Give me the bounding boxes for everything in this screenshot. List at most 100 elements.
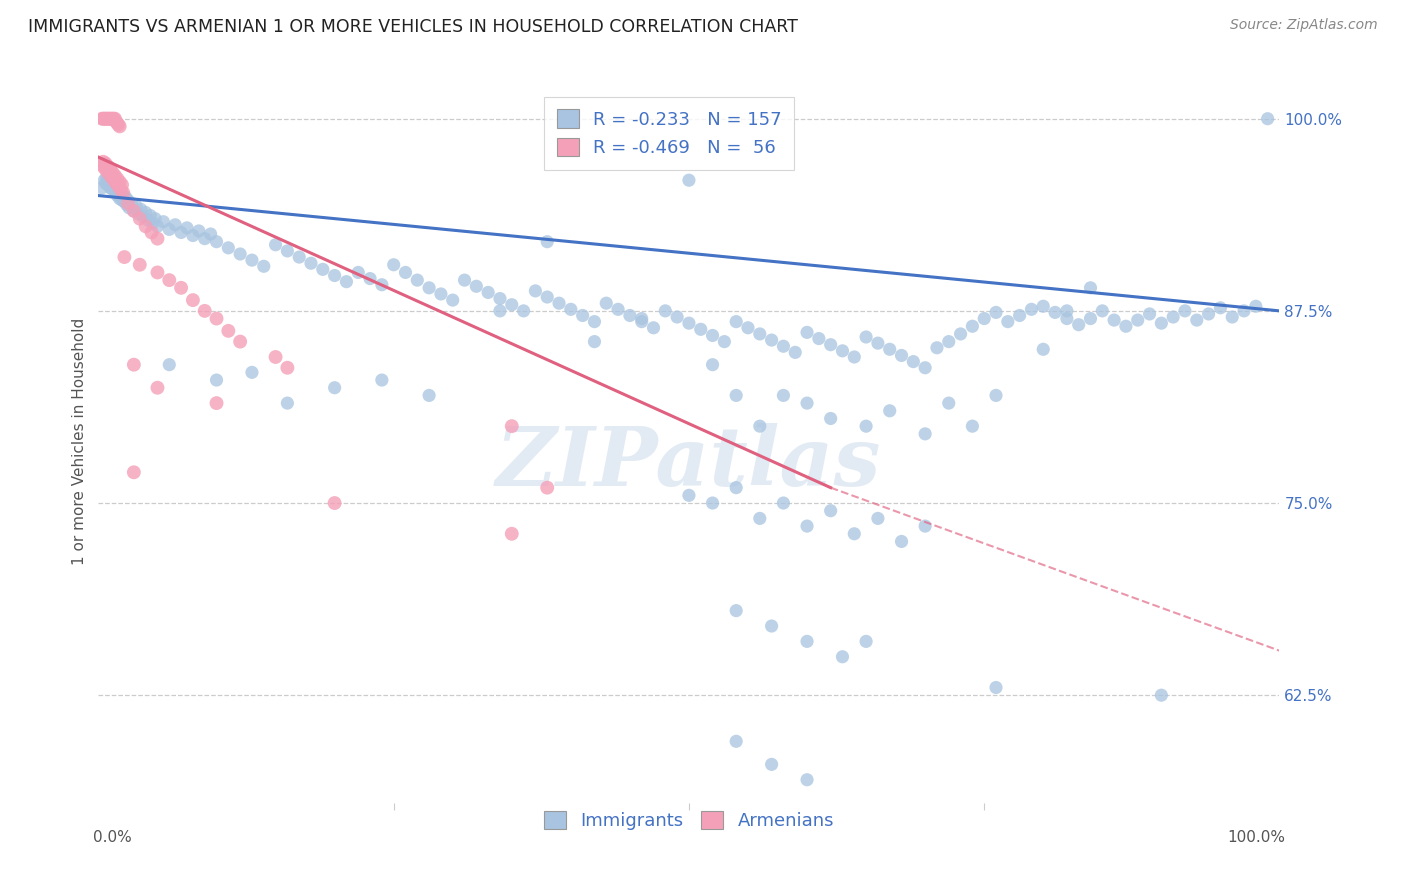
Point: [702, 496, 724, 510]
Point: [1080, 281, 1102, 295]
Point: [489, 292, 512, 306]
Point: [1032, 299, 1054, 313]
Point: [146, 232, 169, 246]
Point: [536, 481, 558, 495]
Point: [430, 287, 453, 301]
Point: [371, 373, 394, 387]
Point: [91, 154, 114, 169]
Point: [713, 334, 735, 349]
Point: [1185, 313, 1208, 327]
Point: [170, 281, 193, 295]
Point: [831, 649, 853, 664]
Point: [101, 112, 124, 126]
Point: [105, 116, 128, 130]
Point: [96, 170, 118, 185]
Point: [93, 112, 115, 126]
Point: [925, 341, 948, 355]
Point: [146, 219, 169, 234]
Point: [229, 247, 252, 261]
Point: [100, 170, 122, 185]
Point: [1067, 318, 1090, 332]
Point: [115, 198, 138, 212]
Point: [866, 336, 889, 351]
Point: [748, 511, 770, 525]
Point: [98, 162, 121, 177]
Point: [111, 178, 134, 192]
Point: [240, 253, 263, 268]
Point: [583, 334, 606, 349]
Point: [890, 348, 912, 362]
Point: [229, 334, 252, 349]
Point: [949, 326, 972, 341]
Point: [879, 404, 901, 418]
Point: [152, 215, 174, 229]
Point: [100, 176, 122, 190]
Point: [101, 182, 124, 196]
Point: [678, 173, 700, 187]
Text: 0.0%: 0.0%: [93, 830, 131, 846]
Point: [276, 360, 298, 375]
Point: [571, 309, 593, 323]
Point: [1257, 112, 1279, 126]
Point: [121, 196, 143, 211]
Point: [103, 173, 125, 187]
Point: [112, 194, 135, 209]
Point: [139, 209, 162, 223]
Point: [98, 173, 121, 187]
Point: [240, 365, 263, 379]
Point: [146, 265, 169, 279]
Point: [1056, 311, 1078, 326]
Point: [108, 192, 131, 206]
Point: [96, 112, 118, 126]
Point: [1008, 309, 1031, 323]
Point: [105, 115, 128, 129]
Point: [1115, 319, 1137, 334]
Point: [110, 182, 132, 196]
Point: [181, 293, 204, 307]
Point: [129, 202, 152, 217]
Point: [112, 188, 135, 202]
Point: [101, 165, 124, 179]
Point: [98, 112, 121, 126]
Point: [796, 519, 818, 533]
Point: [477, 285, 499, 300]
Point: [94, 112, 117, 126]
Point: [264, 237, 287, 252]
Point: [122, 203, 145, 218]
Point: [205, 311, 228, 326]
Point: [97, 178, 120, 192]
Point: [666, 310, 689, 324]
Point: [117, 193, 139, 207]
Point: [548, 296, 571, 310]
Point: [181, 228, 204, 243]
Point: [962, 319, 984, 334]
Point: [112, 186, 135, 200]
Point: [441, 293, 464, 307]
Point: [725, 388, 748, 402]
Point: [128, 211, 150, 226]
Point: [323, 268, 346, 283]
Point: [194, 304, 217, 318]
Point: [288, 250, 311, 264]
Point: [371, 277, 394, 292]
Point: [135, 219, 157, 234]
Point: [323, 496, 346, 510]
Point: [973, 311, 995, 326]
Point: [157, 273, 180, 287]
Point: [796, 326, 818, 340]
Point: [194, 232, 217, 246]
Point: [607, 302, 630, 317]
Point: [820, 411, 842, 425]
Point: [205, 235, 228, 249]
Point: [796, 396, 818, 410]
Point: [903, 354, 925, 368]
Point: [1091, 304, 1114, 318]
Point: [619, 309, 641, 323]
Point: [501, 298, 523, 312]
Point: [1139, 307, 1161, 321]
Point: [91, 112, 114, 126]
Text: Source: ZipAtlas.com: Source: ZipAtlas.com: [1230, 18, 1378, 32]
Point: [93, 161, 115, 175]
Point: [107, 184, 129, 198]
Point: [962, 419, 984, 434]
